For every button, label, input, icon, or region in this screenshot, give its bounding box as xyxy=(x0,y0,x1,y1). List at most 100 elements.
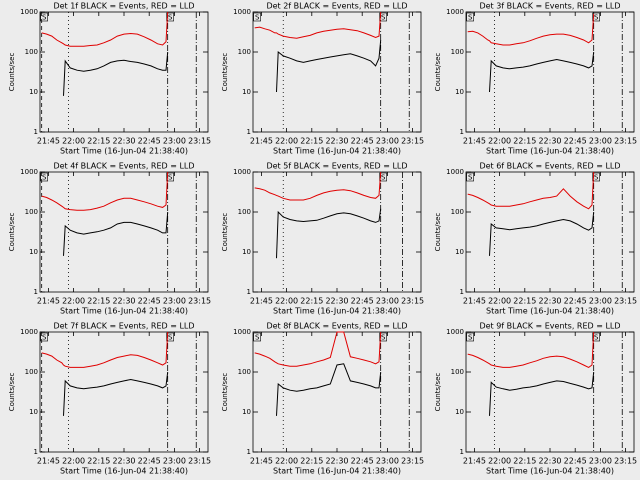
annotation-box xyxy=(466,12,474,22)
x-tick-label: 23:15 xyxy=(401,457,424,466)
y-tick-label: 10 xyxy=(455,88,464,96)
x-tick-label: 22:45 xyxy=(138,297,161,306)
x-tick-label: 22:45 xyxy=(351,137,374,146)
chart-title: Det 5f BLACK = Events, RED = LLD xyxy=(266,162,407,171)
annotation-box xyxy=(379,332,387,342)
x-tick-label: 21:45 xyxy=(37,137,60,146)
x-tick-label: 22:15 xyxy=(300,297,323,306)
x-tick-label: 22:15 xyxy=(87,457,110,466)
x-tick-label: 22:00 xyxy=(275,297,298,306)
annotation-box xyxy=(40,332,48,342)
annotation: S xyxy=(168,174,173,182)
x-tick-label: 22:15 xyxy=(87,297,110,306)
x-tick-label: 23:00 xyxy=(589,297,612,306)
x-axis-label: Start Time (16-Jun-04 21:38:40) xyxy=(486,147,614,156)
annotation-box xyxy=(379,12,387,22)
x-tick-label: 23:15 xyxy=(614,297,637,306)
y-tick-label: 100 xyxy=(451,48,464,56)
plot-frame xyxy=(39,11,209,133)
x-axis-label: Start Time (16-Jun-04 21:38:40) xyxy=(486,467,614,476)
y-tick-label: 10 xyxy=(29,408,38,416)
annotation-box xyxy=(466,332,474,342)
annotation: S xyxy=(594,334,599,342)
y-axis-label: Counts/sec xyxy=(434,53,442,92)
annotation: S xyxy=(468,334,473,342)
y-axis-label: Counts/sec xyxy=(8,53,16,92)
y-tick-label: 1 xyxy=(460,288,464,296)
y-tick-label: 100 xyxy=(238,208,251,216)
data-line xyxy=(41,331,169,368)
x-tick-label: 22:15 xyxy=(513,457,536,466)
y-tick-label: 1000 xyxy=(446,168,464,176)
x-tick-label: 22:15 xyxy=(513,137,536,146)
x-tick-label: 22:45 xyxy=(564,137,587,146)
chart-title: Det 1f BLACK = Events, RED = LLD xyxy=(53,2,194,11)
x-tick-label: 22:45 xyxy=(351,297,374,306)
annotation: S xyxy=(42,14,47,22)
x-tick-label: 22:00 xyxy=(275,457,298,466)
x-tick-label: 21:45 xyxy=(463,297,486,306)
x-tick-label: 21:45 xyxy=(463,137,486,146)
x-axis-label: Start Time (16-Jun-04 21:38:40) xyxy=(60,147,188,156)
x-tick-label: 23:00 xyxy=(163,457,186,466)
annotation: S xyxy=(42,334,47,342)
x-tick-label: 22:00 xyxy=(62,297,85,306)
y-tick-label: 10 xyxy=(455,408,464,416)
x-tick-label: 21:45 xyxy=(37,297,60,306)
y-axis-label: Counts/sec xyxy=(221,373,229,412)
annotation: S xyxy=(594,174,599,182)
x-tick-label: 22:30 xyxy=(325,457,348,466)
data-line xyxy=(489,51,595,93)
y-tick-label: 1000 xyxy=(20,8,38,16)
y-tick-label: 10 xyxy=(242,88,251,96)
y-tick-label: 1000 xyxy=(233,328,251,336)
annotation-box xyxy=(592,12,600,22)
x-tick-label: 21:45 xyxy=(250,457,273,466)
x-tick-label: 22:30 xyxy=(538,137,561,146)
x-tick-label: 22:00 xyxy=(488,137,511,146)
x-axis-label: Start Time (16-Jun-04 21:38:40) xyxy=(486,307,614,316)
y-tick-label: 1 xyxy=(460,128,464,136)
annotation: S xyxy=(255,14,260,22)
y-tick-label: 10 xyxy=(242,248,251,256)
data-line xyxy=(489,371,595,416)
y-tick-label: 1 xyxy=(34,448,38,456)
data-line xyxy=(254,331,382,367)
y-tick-label: 100 xyxy=(238,48,251,56)
y-tick-label: 100 xyxy=(25,368,38,376)
data-line xyxy=(254,11,382,39)
annotation: S xyxy=(381,174,386,182)
annotation-box xyxy=(166,332,174,342)
x-tick-label: 22:45 xyxy=(351,457,374,466)
y-tick-label: 1 xyxy=(247,448,251,456)
x-tick-label: 22:30 xyxy=(325,297,348,306)
x-tick-label: 22:30 xyxy=(538,457,561,466)
data-line xyxy=(41,11,169,47)
y-tick-label: 10 xyxy=(29,248,38,256)
chart-title: Det 9f BLACK = Events, RED = LLD xyxy=(479,322,620,331)
x-tick-label: 21:45 xyxy=(250,297,273,306)
x-axis-label: Start Time (16-Jun-04 21:38:40) xyxy=(273,467,401,476)
y-tick-label: 1 xyxy=(34,128,38,136)
x-tick-label: 23:00 xyxy=(376,457,399,466)
x-tick-label: 23:00 xyxy=(589,457,612,466)
data-line xyxy=(63,51,169,96)
annotation: S xyxy=(381,14,386,22)
x-tick-label: 23:00 xyxy=(589,137,612,146)
plot-frame xyxy=(252,11,422,133)
y-tick-label: 100 xyxy=(451,368,464,376)
x-tick-label: 23:15 xyxy=(188,137,211,146)
x-tick-label: 22:30 xyxy=(112,297,135,306)
annotation-box xyxy=(253,12,261,22)
annotation-box xyxy=(379,172,387,182)
y-tick-label: 1000 xyxy=(20,328,38,336)
annotation: S xyxy=(468,14,473,22)
x-tick-label: 22:30 xyxy=(325,137,348,146)
y-tick-label: 1 xyxy=(460,448,464,456)
y-tick-label: 1 xyxy=(34,288,38,296)
data-line xyxy=(254,171,382,201)
y-tick-label: 10 xyxy=(242,408,251,416)
chart-title: Det 2f BLACK = Events, RED = LLD xyxy=(266,2,407,11)
x-axis-label: Start Time (16-Jun-04 21:38:40) xyxy=(273,307,401,316)
x-tick-label: 23:00 xyxy=(376,137,399,146)
